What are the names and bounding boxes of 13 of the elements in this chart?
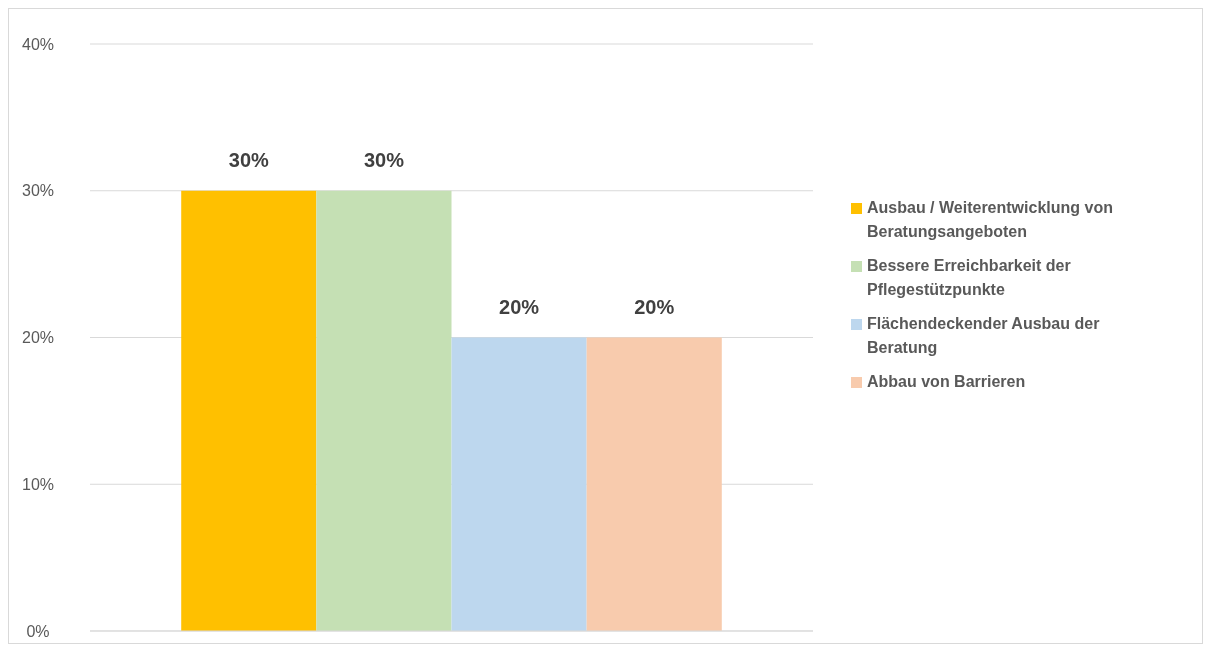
y-tick-label: 30% [21, 182, 55, 200]
data-label: 20% [499, 295, 540, 318]
legend-label: Flächendeckender Ausbau der Beratung [867, 315, 1100, 356]
y-tick-label: 10% [21, 475, 55, 493]
data-label: 30% [228, 148, 270, 171]
y-tick-label: 40% [21, 35, 55, 53]
legend-label: Abbau von Barrieren [867, 373, 1026, 390]
data-label: 20% [634, 295, 675, 318]
y-tick-label: 0% [26, 622, 50, 640]
data-label: 30% [363, 148, 405, 171]
y-tick-label: 20% [21, 329, 55, 347]
legend-label: Bessere Erreichbarkeit der Pflegestützpunkte [867, 257, 1071, 298]
legend-label: Ausbau / Weiterentwicklung von Beratungsangeboten [867, 199, 1113, 240]
